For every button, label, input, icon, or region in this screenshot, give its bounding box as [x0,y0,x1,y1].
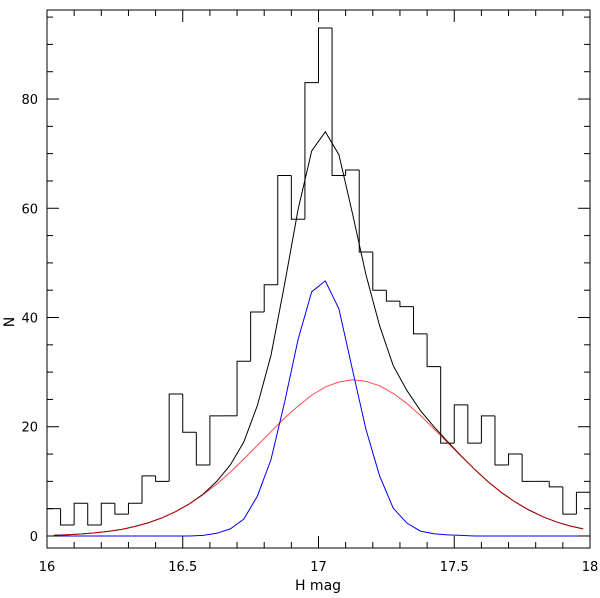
plot-border [46,9,591,549]
histogram-bin [494,415,509,466]
histogram-bin [304,82,319,220]
x-tick-label: 16 [39,560,56,575]
histogram-bin [453,404,468,444]
histogram-bin [467,404,482,444]
blue-gaussian-curve [53,280,584,537]
y-tick-label: 80 [21,93,38,108]
black-sum-curve [53,130,584,536]
x-tick-label: 17.5 [440,560,469,575]
y-tick-label: 60 [21,202,38,217]
histogram-bin [127,502,143,515]
histogram-bin [440,366,455,444]
histogram-bin [508,453,523,465]
histogram-bin [521,454,536,482]
y-tick-label: 20 [21,421,38,436]
histogram-bin [575,491,590,515]
histogram-bin [331,28,346,176]
histogram-bin [182,393,197,433]
histogram-bin [413,306,428,335]
histogram-bin [155,475,170,482]
histogram-bin [209,415,224,465]
histogram-bin [372,251,387,291]
histogram-bin [318,27,333,83]
histogram-bin [562,486,577,515]
histogram-bin [548,481,563,488]
axis-ticks [46,10,591,548]
histogram-bin [60,508,75,526]
histogram-bin [385,290,400,302]
y-axis-title: N [2,317,18,327]
histogram-bin [250,311,265,362]
plot-frame [46,9,591,549]
histogram-bin [195,432,210,466]
histogram-bin [290,175,305,220]
histogram-layer [47,27,590,526]
histogram-bin [168,393,183,482]
x-tick-label: 17 [310,560,327,575]
x-tick-label: 16.5 [168,560,197,575]
x-axis-title: H mag [295,578,341,594]
histogram-bin [399,301,414,308]
histogram-bin [236,360,251,416]
tick-labels: 16 16.5 17 17.5 18 0 20 40 60 80 [21,93,598,575]
histogram-bin [426,333,441,368]
histogram-bin [263,284,278,313]
histogram-bin [480,415,495,444]
histogram-bin [73,502,88,526]
histogram-bin [114,503,129,515]
histogram-bin [345,169,360,176]
y-tick-label: 0 [30,530,38,545]
histogram-bin [358,170,373,253]
x-tick-label: 18 [582,560,599,575]
histogram-bin [87,503,102,526]
curve-layer [53,130,584,537]
histogram-bin [141,475,156,504]
histogram-bin [277,174,292,285]
histogram-bin [100,502,115,526]
y-tick-label: 40 [21,312,38,327]
red-gaussian-curve [53,379,584,536]
